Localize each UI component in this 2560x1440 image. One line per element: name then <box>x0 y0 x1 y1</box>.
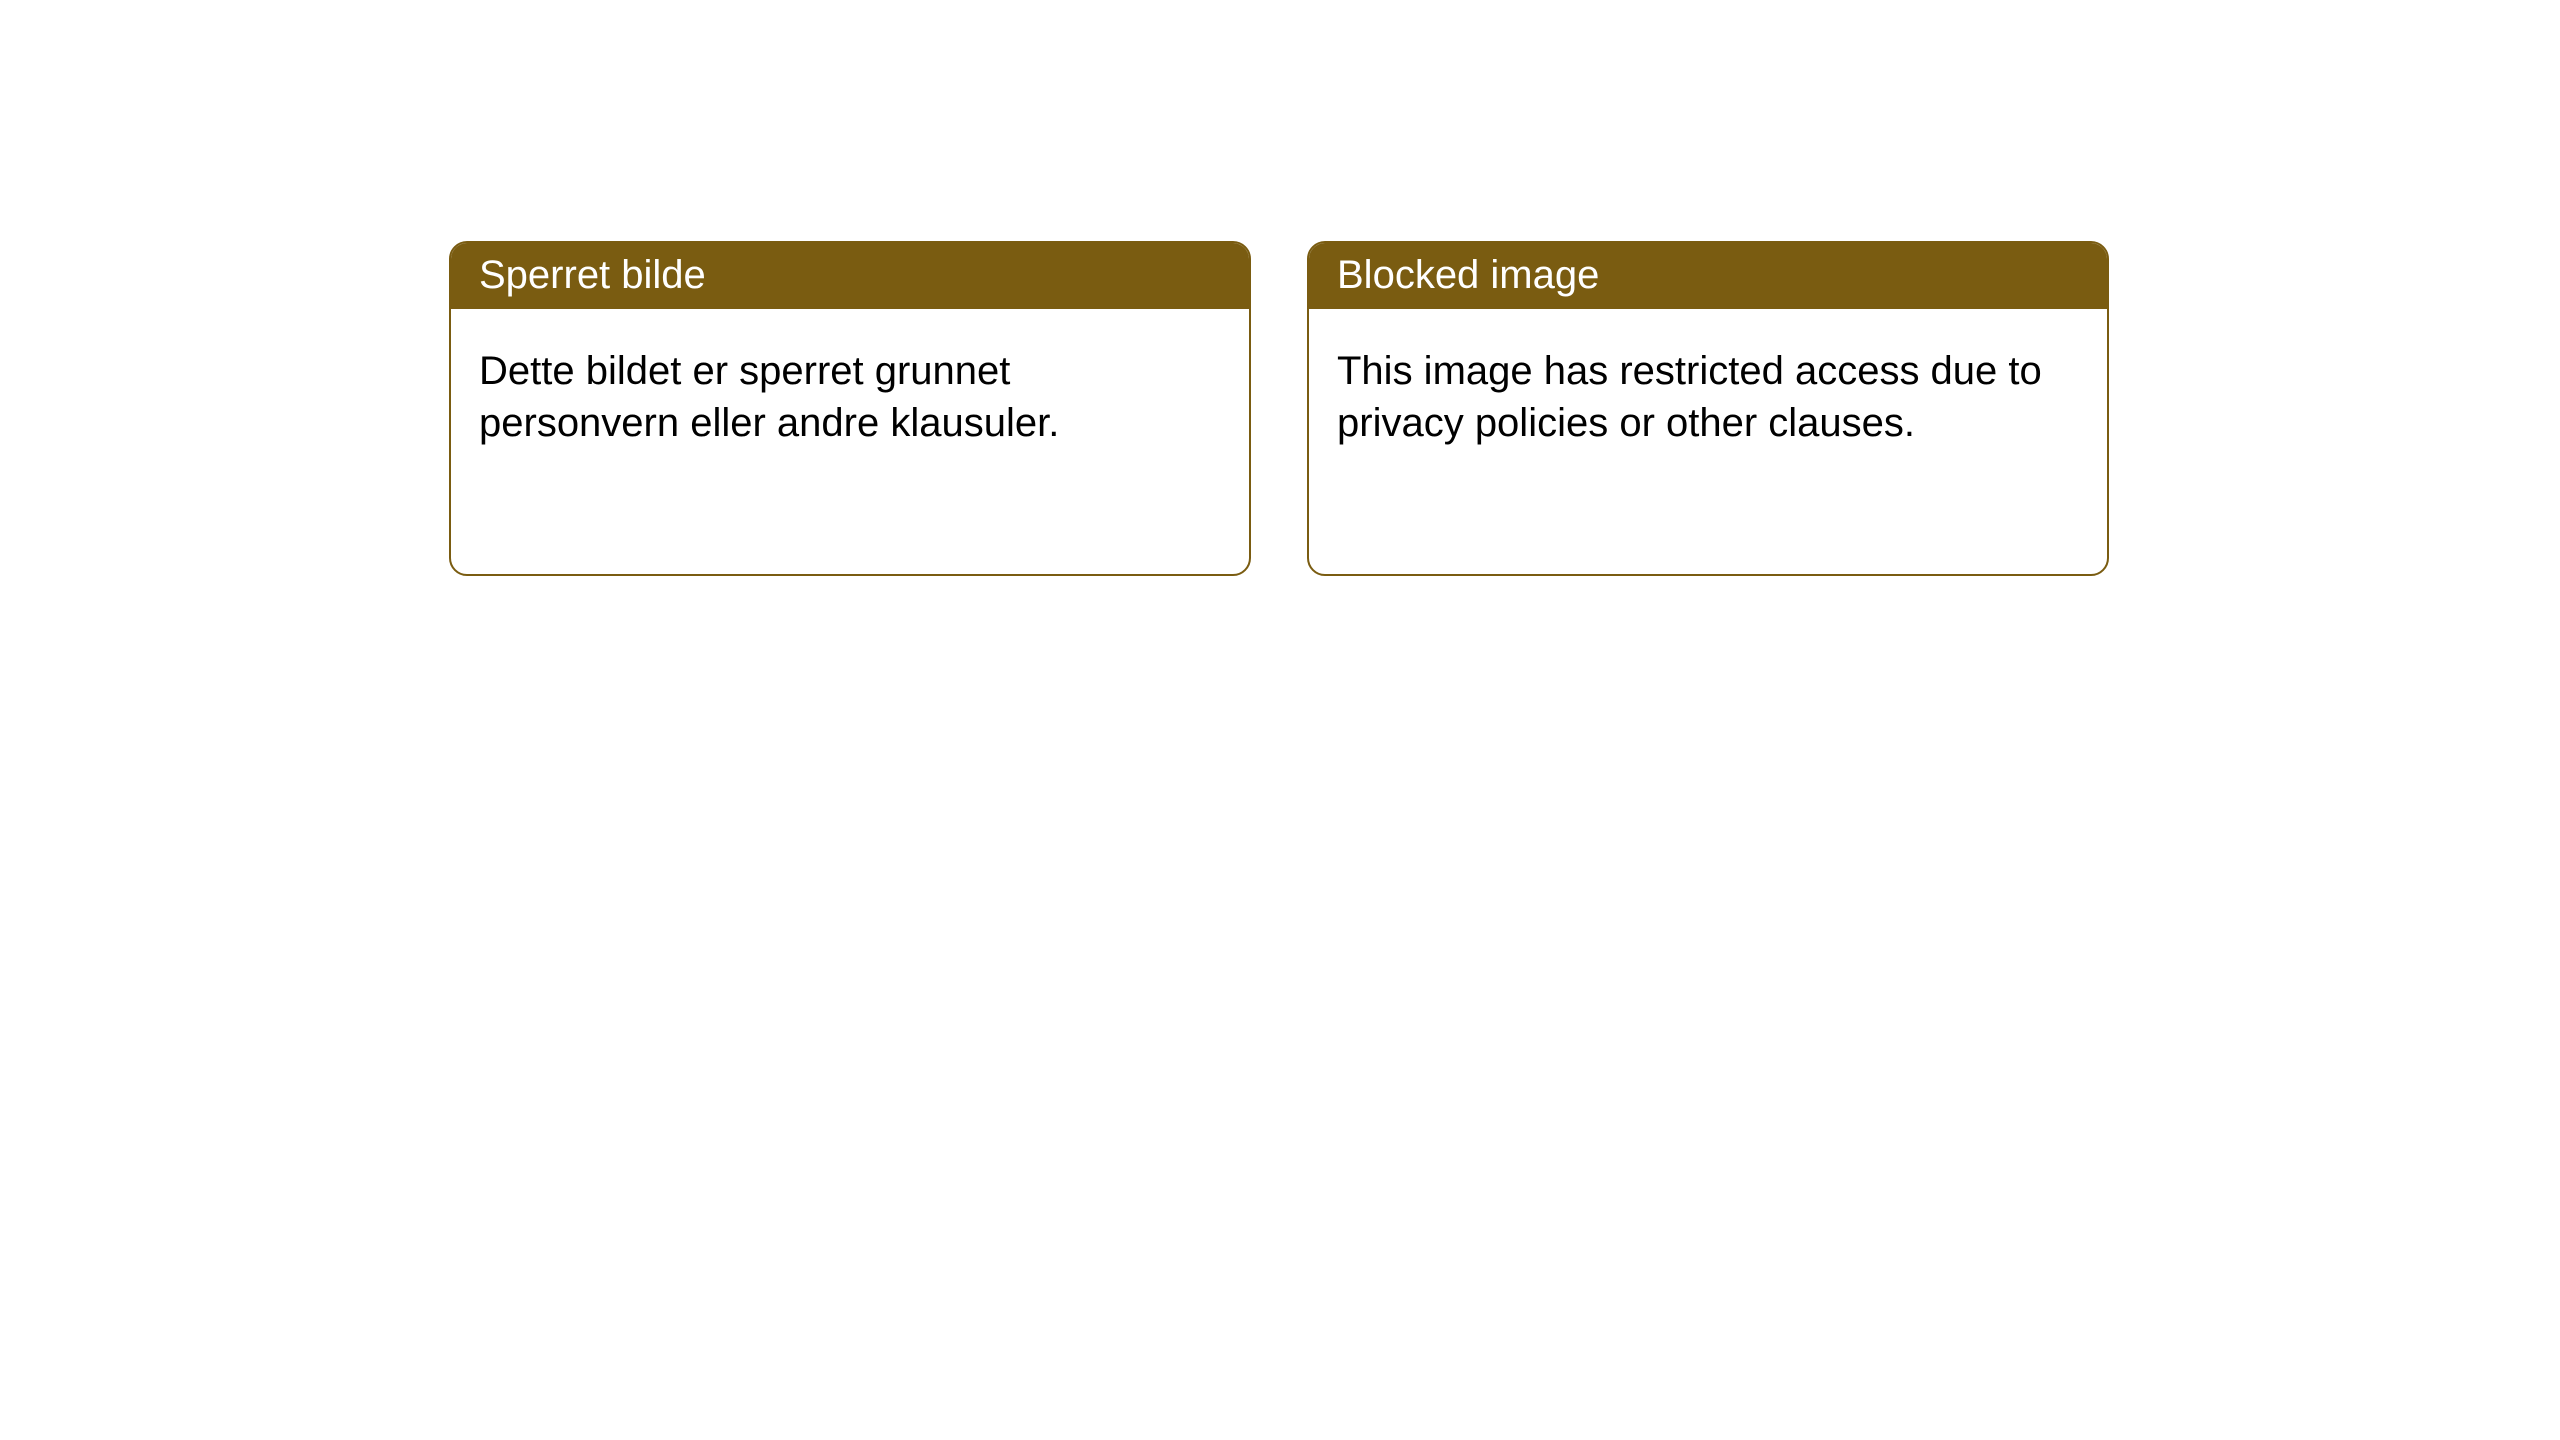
notice-container: Sperret bilde Dette bildet er sperret gr… <box>0 0 2560 576</box>
notice-card-norwegian: Sperret bilde Dette bildet er sperret gr… <box>449 241 1251 576</box>
notice-header: Sperret bilde <box>451 243 1249 309</box>
notice-card-english: Blocked image This image has restricted … <box>1307 241 2109 576</box>
notice-body: This image has restricted access due to … <box>1309 309 2107 477</box>
notice-header: Blocked image <box>1309 243 2107 309</box>
notice-body: Dette bildet er sperret grunnet personve… <box>451 309 1249 477</box>
